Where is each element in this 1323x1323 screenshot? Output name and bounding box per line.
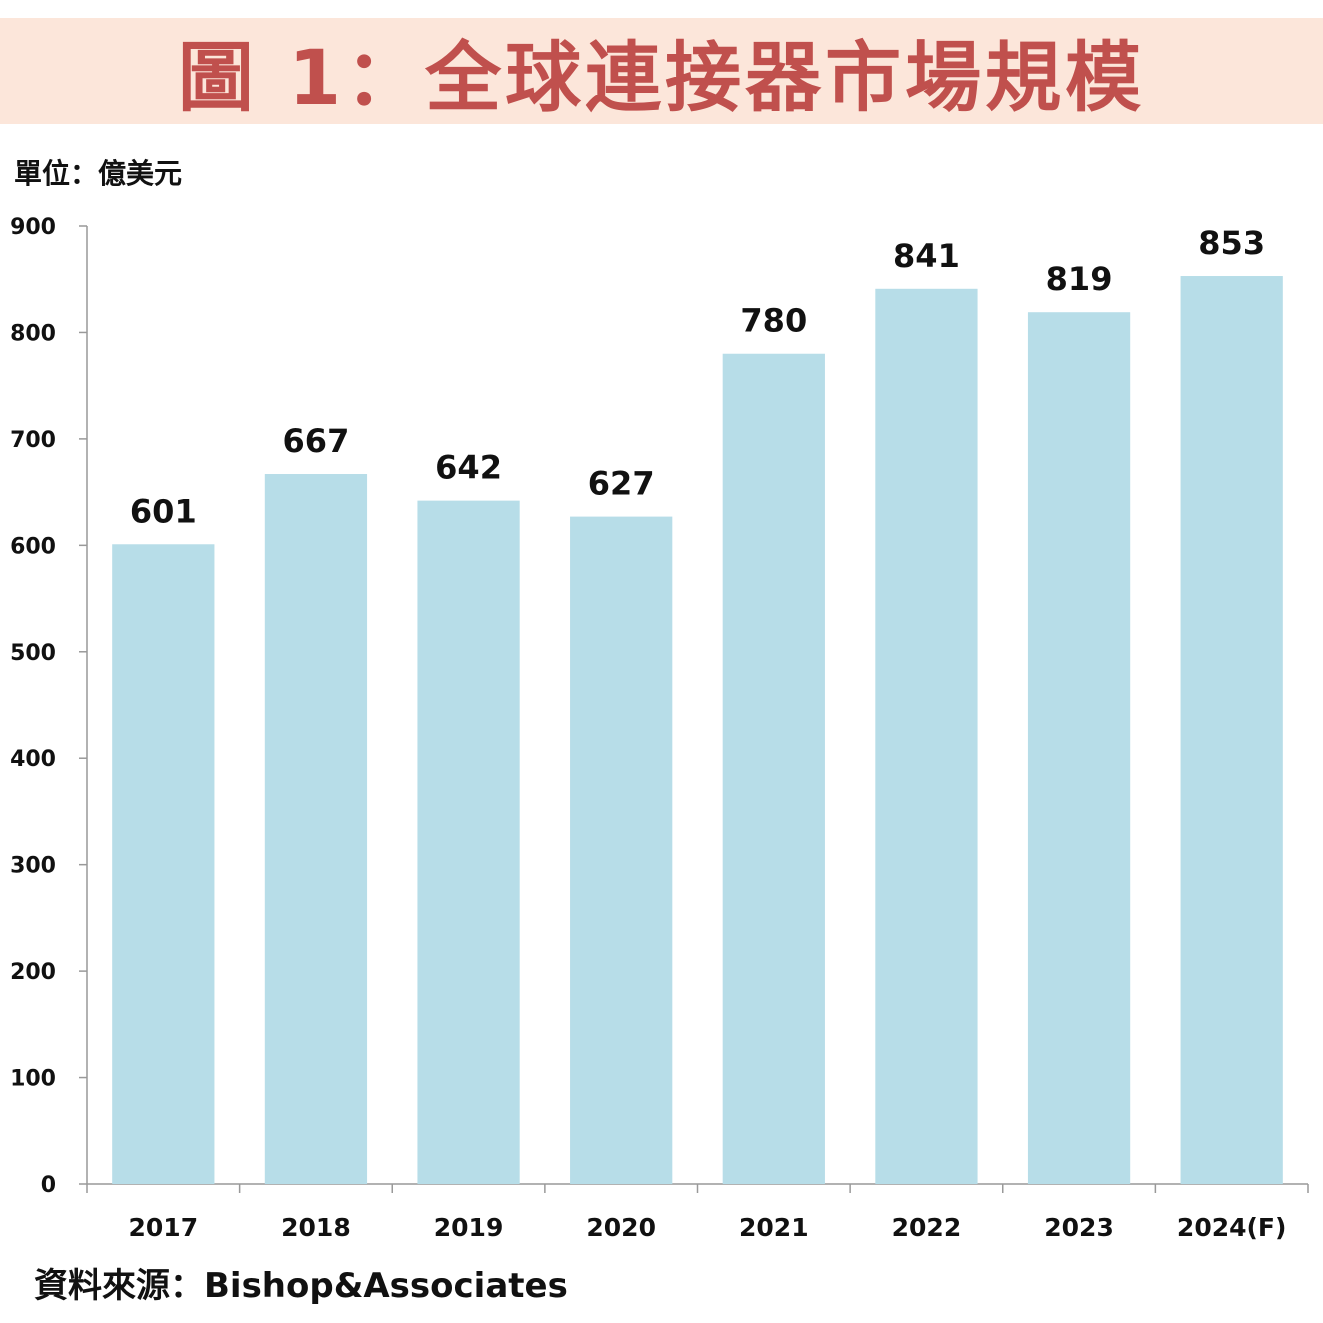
data-label-2017: 601 bbox=[130, 492, 197, 530]
chart-title: 圖 1：全球連接器市場規模 bbox=[177, 33, 1146, 122]
x-tick-label-2019: 2019 bbox=[434, 1213, 504, 1242]
bar-2018 bbox=[264, 474, 368, 1184]
data-label-2018: 667 bbox=[283, 422, 350, 460]
y-tick-label: 0 bbox=[41, 1173, 56, 1198]
bar-2020 bbox=[570, 516, 673, 1184]
y-tick-label: 300 bbox=[10, 854, 56, 879]
y-tick-label: 200 bbox=[10, 960, 56, 985]
y-tick-label: 500 bbox=[10, 641, 56, 666]
bar-2023 bbox=[1027, 312, 1131, 1185]
bar-2024(F) bbox=[1180, 276, 1283, 1184]
source-label: 資料來源：Bishop&Associates bbox=[34, 1266, 568, 1306]
bar-2017 bbox=[112, 544, 215, 1184]
y-tick-label: 900 bbox=[10, 215, 56, 240]
y-tick-label: 100 bbox=[10, 1067, 56, 1092]
x-tick-label-2021: 2021 bbox=[739, 1213, 809, 1242]
title-band: 圖 1：全球連接器市場規模 bbox=[0, 18, 1323, 124]
x-tick-label-2023: 2023 bbox=[1044, 1213, 1114, 1242]
y-tick-label: 400 bbox=[10, 747, 56, 772]
x-tick-label-2018: 2018 bbox=[281, 1213, 351, 1242]
x-tick-label-2024(F): 2024(F) bbox=[1177, 1213, 1287, 1242]
data-label-2021: 780 bbox=[740, 302, 807, 340]
y-tick-label: 800 bbox=[10, 321, 56, 346]
x-tick-label-2017: 2017 bbox=[129, 1213, 199, 1242]
y-tick-label: 700 bbox=[10, 428, 56, 453]
bar-2019 bbox=[417, 500, 520, 1184]
x-tick-label-2022: 2022 bbox=[892, 1213, 962, 1242]
data-label-2023: 819 bbox=[1046, 260, 1113, 298]
data-labels: 601 667 642 627 780 841 819 853 bbox=[130, 224, 1265, 530]
data-label-2020: 627 bbox=[588, 465, 655, 503]
bar-2021 bbox=[722, 353, 825, 1184]
x-axis: 2017 2018 2019 2020 2021 2022 2023 2024(F) bbox=[86, 1183, 1309, 1242]
bar-2022 bbox=[875, 288, 978, 1184]
data-label-2024(F): 853 bbox=[1198, 224, 1265, 262]
x-tick-label-2020: 2020 bbox=[586, 1213, 656, 1242]
y-tick-label: 600 bbox=[10, 534, 56, 559]
bars bbox=[112, 276, 1283, 1185]
y-axis: 0 100 200 300 400 500 600 700 800 900 bbox=[10, 215, 88, 1198]
data-label-2022: 841 bbox=[893, 237, 960, 275]
data-label-2019: 642 bbox=[435, 449, 502, 487]
unit-label: 單位：億美元 bbox=[14, 157, 183, 190]
